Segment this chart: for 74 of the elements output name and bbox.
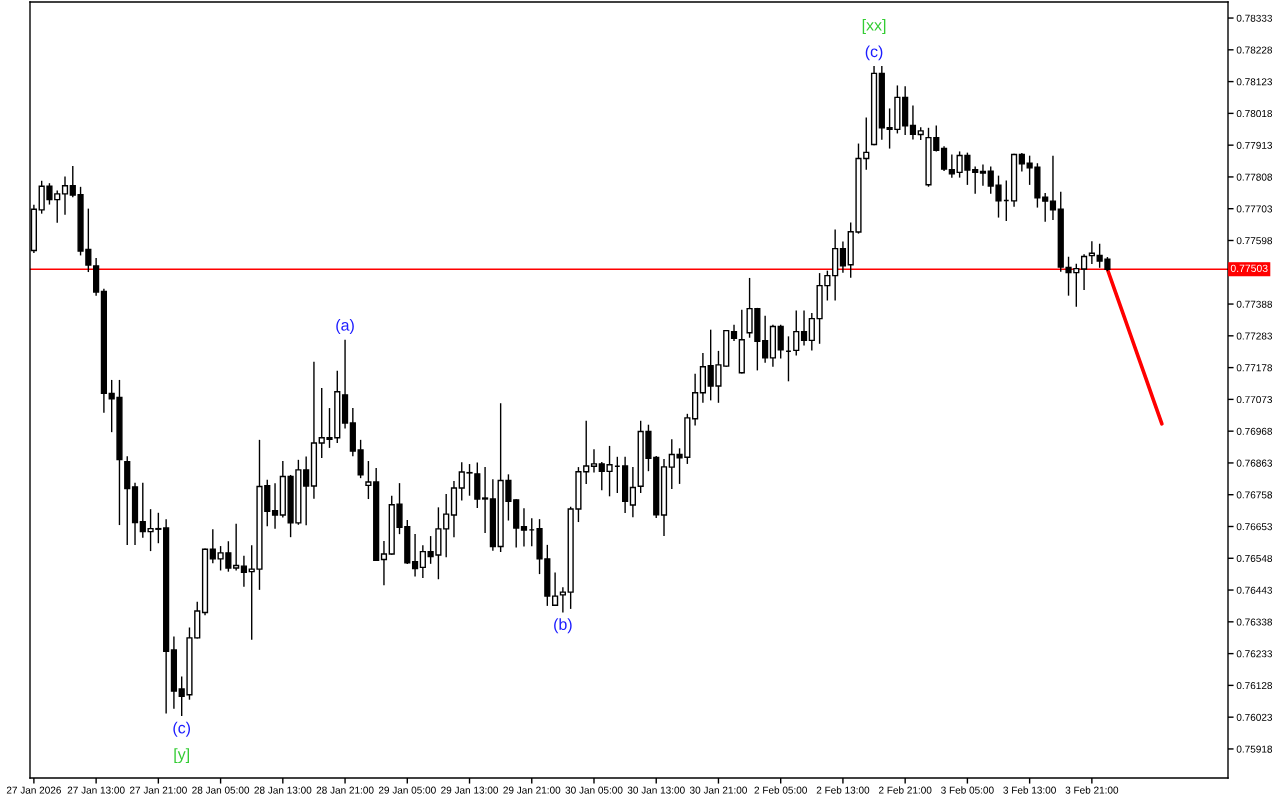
- y-tick-label: 0.77283: [1236, 332, 1273, 340]
- candlestick: [380, 540, 388, 586]
- candlestick: [948, 154, 955, 178]
- y-tick-label: 0.77073: [1236, 396, 1273, 404]
- y-tick-label: 0.76128: [1236, 682, 1273, 690]
- candlestick: [762, 315, 769, 363]
- annotation: (a): [336, 319, 354, 334]
- candlestick: [559, 587, 566, 613]
- x-tick-label: 3 Feb 05:00: [941, 786, 994, 794]
- x-tick-label: 28 Jan 05:00: [192, 786, 250, 794]
- y-tick-label: 0.76338: [1236, 618, 1273, 626]
- y-tick-label: 0.76548: [1236, 554, 1273, 562]
- candlestick: [793, 310, 800, 356]
- candlestick: [979, 164, 987, 186]
- y-tick-label: 0.78333: [1236, 14, 1273, 22]
- x-tick-label: 3 Feb 13:00: [1003, 786, 1056, 794]
- y-tick-label: 0.78228: [1236, 46, 1273, 54]
- annotation: [y]: [174, 748, 189, 764]
- x-tick-label: 3 Feb 21:00: [1065, 786, 1119, 794]
- candlestick: [940, 146, 948, 171]
- y-tick-label: 0.76233: [1236, 650, 1273, 658]
- line-series: [1105, 267, 1164, 426]
- x-tick-label: 29 Jan 21:00: [503, 786, 561, 794]
- candlestick: [411, 533, 419, 577]
- y-tick-label: 0.76653: [1236, 523, 1273, 531]
- candlestick: [303, 456, 310, 526]
- y-tick-label: 0.75918: [1236, 745, 1273, 753]
- annotation: [xx]: [862, 19, 886, 34]
- y-tick-label: 0.78123: [1236, 78, 1273, 86]
- candlestick: [233, 523, 240, 571]
- x-tick-label: 2 Feb 13:00: [816, 786, 870, 794]
- x-tick-label: 29 Jan 13:00: [441, 786, 499, 794]
- x-tick-label: 29 Jan 05:00: [378, 786, 436, 794]
- y-tick-label: 0.77388: [1236, 300, 1273, 308]
- y-tick-label: 0.77808: [1236, 173, 1273, 181]
- y-tick-label: 0.76968: [1236, 427, 1273, 435]
- annotation: (b): [554, 618, 572, 634]
- candlestick: [800, 310, 808, 346]
- x-tick-label: 30 Jan 13:00: [627, 786, 685, 794]
- candlestick: [419, 545, 426, 579]
- candlestick: [629, 467, 636, 518]
- annotation: (c): [173, 721, 191, 737]
- y-tick-label: 0.77913: [1236, 141, 1273, 149]
- x-tick-label: 27 Jan 2026: [6, 786, 61, 794]
- y-tick-label: 0.77703: [1236, 205, 1273, 213]
- x-tick-label: 2 Feb 05:00: [754, 786, 807, 794]
- annotation: (c): [865, 45, 883, 61]
- x-tick-label: 27 Jan 13:00: [67, 786, 125, 794]
- candlestick: [1049, 155, 1057, 220]
- y-tick-label: 0.78018: [1236, 110, 1273, 118]
- y-tick-label: 0.77598: [1236, 237, 1273, 245]
- candlestick: [1080, 254, 1088, 290]
- y-tick-label: 0.76863: [1236, 459, 1273, 467]
- candlestick: [551, 572, 559, 606]
- candlestick: [481, 467, 489, 533]
- x-tick-label: 30 Jan 21:00: [689, 786, 747, 794]
- x-tick-label: 28 Jan 13:00: [254, 786, 312, 794]
- candlestick: [777, 324, 784, 359]
- y-tick-label: 0.76758: [1236, 491, 1273, 499]
- candlestick: [240, 555, 248, 587]
- candlestick: [590, 449, 598, 473]
- x-tick-label: 30 Jan 05:00: [565, 786, 623, 794]
- candlestick: [271, 483, 279, 529]
- x-tick-label: 2 Feb 21:00: [878, 786, 932, 794]
- y-tick-label: 0.77178: [1236, 364, 1273, 372]
- candlestick: [909, 105, 917, 140]
- candlestick: [839, 241, 847, 273]
- x-tick-label: 27 Jan 21:00: [129, 786, 187, 794]
- y-tick-label: 0.76443: [1236, 586, 1273, 594]
- candlestick: [520, 508, 528, 547]
- candlestick: [61, 176, 69, 215]
- ref-line-label: 0.77503: [1230, 264, 1268, 273]
- x-tick-label: 28 Jan 21:00: [316, 786, 374, 794]
- y-tick-label: 0.76023: [1236, 713, 1273, 721]
